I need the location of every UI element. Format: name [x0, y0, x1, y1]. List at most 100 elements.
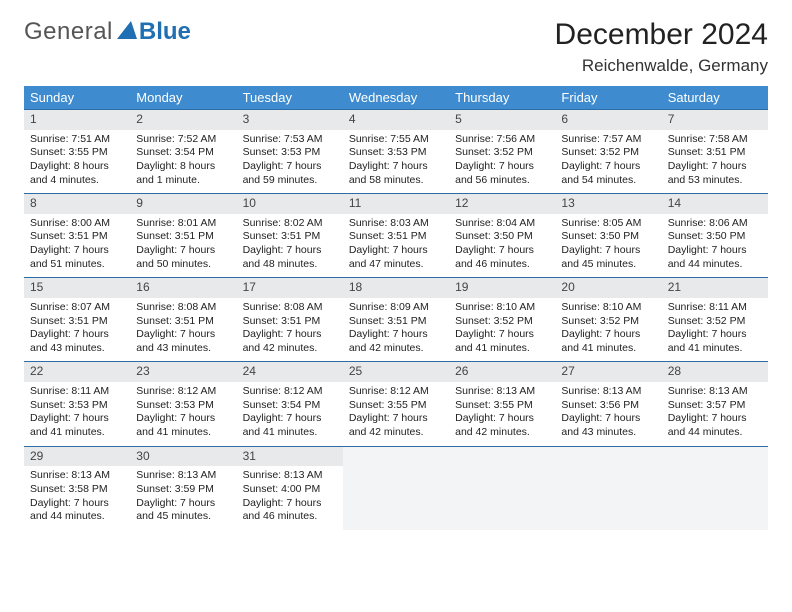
- dayhead-fri: Friday: [555, 86, 661, 110]
- daylight-text: Daylight: 7 hours: [349, 244, 443, 258]
- daylight-text: Daylight: 7 hours: [243, 328, 337, 342]
- daylight-text: Daylight: 7 hours: [349, 412, 443, 426]
- calendar-cell: 5Sunrise: 7:56 AMSunset: 3:52 PMDaylight…: [449, 110, 555, 194]
- daylight-text: Daylight: 7 hours: [561, 244, 655, 258]
- sunrise-text: Sunrise: 8:04 AM: [455, 217, 549, 231]
- calendar-week-row: 29Sunrise: 8:13 AMSunset: 3:58 PMDayligh…: [24, 446, 768, 530]
- calendar-week-row: 22Sunrise: 8:11 AMSunset: 3:53 PMDayligh…: [24, 362, 768, 446]
- sunset-text: Sunset: 3:55 PM: [30, 146, 124, 160]
- day-number: 19: [449, 278, 555, 298]
- day-details: Sunrise: 8:10 AMSunset: 3:52 PMDaylight:…: [455, 301, 549, 356]
- sunset-text: Sunset: 3:52 PM: [561, 146, 655, 160]
- sunset-text: Sunset: 3:55 PM: [349, 399, 443, 413]
- sunrise-text: Sunrise: 8:06 AM: [668, 217, 762, 231]
- calendar-cell: 8Sunrise: 8:00 AMSunset: 3:51 PMDaylight…: [24, 194, 130, 278]
- sunset-text: Sunset: 3:53 PM: [349, 146, 443, 160]
- daylight-text: Daylight: 7 hours: [668, 244, 762, 258]
- calendar-cell: 1 Sunrise: 7:51 AMSunset: 3:55 PMDaylight…: [24, 110, 130, 194]
- daylight-text: Daylight: 7 hours: [668, 328, 762, 342]
- daylight-text: and 46 minutes.: [455, 258, 549, 272]
- calendar-cell: 27 Sunrise: 8:13 AMSunset: 3:56 PMDayligh…: [555, 362, 661, 446]
- sunset-text: Sunset: 3:54 PM: [136, 146, 230, 160]
- day-number: 9: [130, 194, 236, 214]
- daylight-text: Daylight: 8 hours: [30, 160, 124, 174]
- sunrise-text: Sunrise: 8:10 AM: [561, 301, 655, 315]
- brand-logo: General Blue: [24, 18, 191, 46]
- daylight-text: Daylight: 7 hours: [136, 412, 230, 426]
- dayhead-sun: Sunday: [24, 86, 130, 110]
- day-number: 27: [555, 362, 661, 382]
- daylight-text: and 43 minutes.: [30, 342, 124, 356]
- sunrise-text: Sunrise: 7:57 AM: [561, 133, 655, 147]
- calendar-cell: 13Sunrise: 8:05 AMSunset: 3:50 PMDayligh…: [555, 194, 661, 278]
- calendar-cell: 18Sunrise: 8:09 AMSunset: 3:51 PMDayligh…: [343, 278, 449, 362]
- day-number: 10: [237, 194, 343, 214]
- daylight-text: and 45 minutes.: [561, 258, 655, 272]
- day-details: Sunrise: 8:04 AMSunset: 3:50 PMDaylight:…: [455, 217, 549, 272]
- daylight-text: and 43 minutes.: [561, 426, 655, 440]
- daylight-text: Daylight: 7 hours: [30, 412, 124, 426]
- daylight-text: Daylight: 7 hours: [349, 328, 443, 342]
- calendar-cell: 30Sunrise: 8:13 AMSunset: 3:59 PMDayligh…: [130, 446, 236, 530]
- daylight-text: and 48 minutes.: [243, 258, 337, 272]
- daylight-text: and 44 minutes.: [668, 258, 762, 272]
- sunrise-text: Sunrise: 7:58 AM: [668, 133, 762, 147]
- calendar-cell: 14Sunrise: 8:06 AMSunset: 3:50 PMDayligh…: [662, 194, 768, 278]
- day-number: 25: [343, 362, 449, 382]
- daylight-text: and 41 minutes.: [668, 342, 762, 356]
- day-details: Sunrise: 7:51 AMSunset: 3:55 PMDaylight:…: [30, 133, 124, 188]
- location-label: Reichenwalde, Germany: [555, 56, 768, 76]
- daylight-text: Daylight: 7 hours: [455, 244, 549, 258]
- daylight-text: Daylight: 7 hours: [561, 412, 655, 426]
- calendar-cell: 21Sunrise: 8:11 AMSunset: 3:52 PMDayligh…: [662, 278, 768, 362]
- day-details: Sunrise: 8:02 AMSunset: 3:51 PMDaylight:…: [243, 217, 337, 272]
- sunset-text: Sunset: 3:53 PM: [243, 146, 337, 160]
- day-number: 7: [662, 110, 768, 130]
- daylight-text: and 42 minutes.: [349, 426, 443, 440]
- calendar-cell: 15Sunrise: 8:07 AMSunset: 3:51 PMDayligh…: [24, 278, 130, 362]
- daylight-text: Daylight: 7 hours: [243, 244, 337, 258]
- calendar-cell: [343, 446, 449, 530]
- daylight-text: and 56 minutes.: [455, 174, 549, 188]
- calendar-week-row: 15Sunrise: 8:07 AMSunset: 3:51 PMDayligh…: [24, 278, 768, 362]
- day-number: 24: [237, 362, 343, 382]
- sunrise-text: Sunrise: 7:55 AM: [349, 133, 443, 147]
- calendar-table: Sunday Monday Tuesday Wednesday Thursday…: [24, 86, 768, 530]
- calendar-cell: 28Sunrise: 8:13 AMSunset: 3:57 PMDayligh…: [662, 362, 768, 446]
- daylight-text: Daylight: 7 hours: [30, 328, 124, 342]
- daylight-text: Daylight: 7 hours: [243, 497, 337, 511]
- sunrise-text: Sunrise: 7:53 AM: [243, 133, 337, 147]
- calendar-cell: 29Sunrise: 8:13 AMSunset: 3:58 PMDayligh…: [24, 446, 130, 530]
- daylight-text: and 41 minutes.: [561, 342, 655, 356]
- day-number: 5: [449, 110, 555, 130]
- sunset-text: Sunset: 3:50 PM: [668, 230, 762, 244]
- sunrise-text: Sunrise: 8:09 AM: [349, 301, 443, 315]
- day-number: 26: [449, 362, 555, 382]
- day-number: 11: [343, 194, 449, 214]
- calendar-cell: 9Sunrise: 8:01 AMSunset: 3:51 PMDaylight…: [130, 194, 236, 278]
- calendar-cell: 25 Sunrise: 8:12 AMSunset: 3:55 PMDayligh…: [343, 362, 449, 446]
- day-details: Sunrise: 8:13 AMSunset: 3:56 PMDaylight:…: [561, 385, 655, 440]
- daylight-text: Daylight: 7 hours: [561, 328, 655, 342]
- calendar-cell: 26Sunrise: 8:13 AMSunset: 3:55 PMDayligh…: [449, 362, 555, 446]
- daylight-text: Daylight: 7 hours: [30, 497, 124, 511]
- sunrise-text: Sunrise: 8:12 AM: [349, 385, 443, 399]
- daylight-text: Daylight: 7 hours: [243, 160, 337, 174]
- daylight-text: and 54 minutes.: [561, 174, 655, 188]
- day-number: 1: [24, 110, 130, 130]
- sunset-text: Sunset: 3:51 PM: [136, 315, 230, 329]
- sunrise-text: Sunrise: 8:13 AM: [668, 385, 762, 399]
- daylight-text: and 43 minutes.: [136, 342, 230, 356]
- day-details: Sunrise: 7:55 AMSunset: 3:53 PMDaylight:…: [349, 133, 443, 188]
- daylight-text: and 46 minutes.: [243, 510, 337, 524]
- sunrise-text: Sunrise: 8:11 AM: [668, 301, 762, 315]
- daylight-text: Daylight: 7 hours: [561, 160, 655, 174]
- calendar-cell: 16Sunrise: 8:08 AMSunset: 3:51 PMDayligh…: [130, 278, 236, 362]
- calendar-cell: 20Sunrise: 8:10 AMSunset: 3:52 PMDayligh…: [555, 278, 661, 362]
- day-details: Sunrise: 8:03 AMSunset: 3:51 PMDaylight:…: [349, 217, 443, 272]
- sunset-text: Sunset: 3:53 PM: [136, 399, 230, 413]
- day-details: Sunrise: 8:13 AMSunset: 3:59 PMDaylight:…: [136, 469, 230, 524]
- day-details: Sunrise: 7:52 AMSunset: 3:54 PMDaylight:…: [136, 133, 230, 188]
- brand-word-1: General: [24, 18, 113, 46]
- calendar-cell: [449, 446, 555, 530]
